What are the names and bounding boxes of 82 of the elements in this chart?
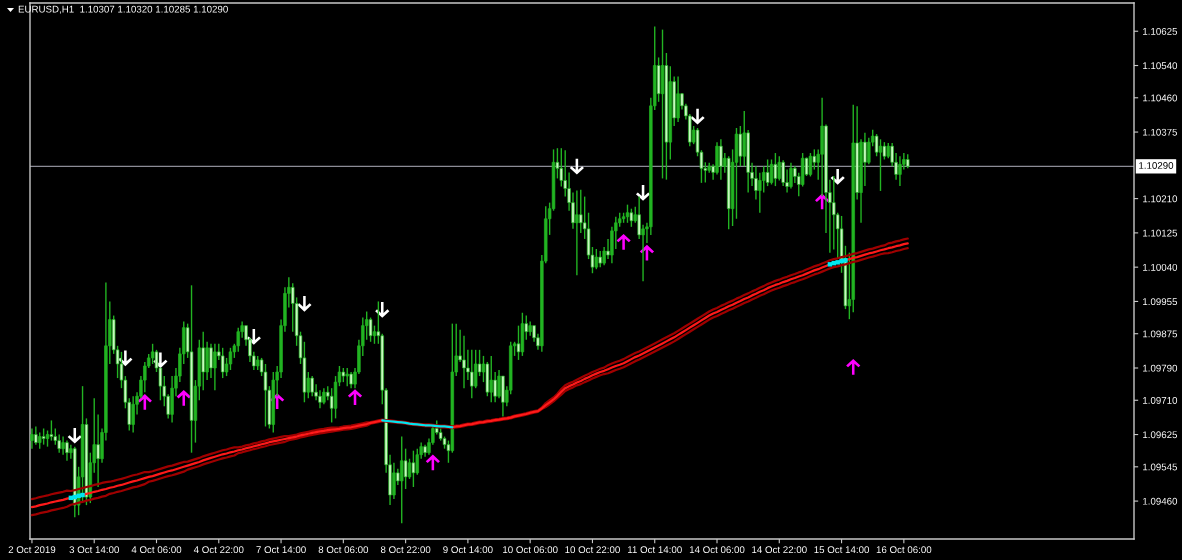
y-tick-label: 1.09710 (1143, 397, 1178, 404)
x-tick-label: 14 Oct 22:00 (752, 546, 807, 554)
x-tick-label: 7 Oct 14:00 (256, 546, 306, 554)
x-tick-label: 4 Oct 06:00 (131, 546, 182, 554)
candlestick (310, 375, 314, 397)
y-tick-label: 1.09955 (1143, 298, 1178, 306)
candlestick (411, 449, 416, 488)
x-tick-label: 8 Oct 22:00 (380, 546, 431, 554)
candlestick (878, 138, 883, 192)
candlestick (489, 355, 493, 403)
candlestick (516, 324, 521, 361)
point (616, 233, 631, 250)
candlestick (719, 138, 723, 181)
candlestick (773, 152, 778, 187)
candlestick (470, 349, 474, 399)
point (176, 390, 191, 406)
point (690, 108, 705, 125)
candlestick (559, 147, 564, 188)
candlestick (473, 349, 478, 389)
y-tick-label: 1.09460 (1143, 497, 1178, 505)
x-tick-label: 10 Oct 22:00 (565, 546, 620, 554)
candlestick (392, 462, 396, 500)
point (375, 302, 390, 318)
x-tick-label: 8 Oct 06:00 (318, 546, 369, 554)
point (425, 454, 440, 471)
y-tick-label: 1.09625 (1143, 431, 1178, 439)
candlestick (345, 367, 349, 387)
y-tick-label: 1.10125 (1143, 229, 1178, 237)
x-tick-label: 2 Oct 2019 (8, 546, 56, 554)
point (846, 358, 861, 375)
y-tick-label: 1.10460 (1143, 94, 1178, 102)
x-tick-label: 16 Oct 06:00 (876, 546, 932, 554)
candlestick (220, 347, 225, 379)
y-tick-label: 1.10040 (1143, 263, 1178, 271)
point (137, 394, 152, 410)
y-tick-label: 1.09875 (1143, 330, 1178, 338)
x-tick-label: 11 Oct 14:00 (628, 546, 682, 554)
candlestick (49, 419, 54, 442)
candlestick (34, 425, 38, 446)
candlestick (61, 435, 65, 456)
point (80, 492, 85, 498)
point (835, 260, 840, 265)
candlestick (96, 413, 100, 488)
candlestick (400, 435, 404, 524)
y-tick-label: 1.09545 (1143, 463, 1178, 471)
point (843, 258, 848, 263)
x-tick-label: 10 Oct 06:00 (503, 546, 558, 554)
y-tick-label: 1.10210 (1143, 195, 1178, 203)
point (347, 389, 363, 405)
y-tick-label: 1.10540 (1143, 62, 1178, 70)
candlestick (789, 162, 793, 190)
chart-title: EURUSD,H1 1.10307 1.10320 1.10285 1.10290 (18, 5, 228, 14)
candlestick (131, 395, 135, 434)
candlestick (898, 155, 902, 187)
x-tick-label: 14 Oct 06:00 (689, 546, 745, 554)
point (67, 427, 82, 444)
point (297, 296, 312, 312)
x-tick-label: 9 Oct 14:00 (443, 546, 493, 554)
candlestick (625, 203, 630, 224)
candlestick (150, 343, 155, 365)
y-tick-label: 1.10375 (1143, 128, 1178, 136)
candlestick (808, 152, 813, 178)
x-tick-label: 15 Oct 14:00 (814, 546, 870, 554)
candlestick (777, 155, 781, 182)
ref-line-label: 1.10290 (1139, 162, 1174, 169)
candlestick (403, 447, 408, 490)
candlestick (368, 316, 373, 343)
candlestick (765, 158, 770, 187)
candlestick (497, 369, 501, 399)
y-tick-label: 1.09790 (1143, 364, 1178, 372)
x-tick-label: 3 Oct 14:00 (69, 546, 119, 554)
candlestick (65, 439, 69, 462)
candlestick (213, 343, 217, 391)
x-tick-label: 4 Oct 22:00 (193, 546, 244, 554)
point (830, 168, 845, 185)
y-tick-label: 1.10625 (1143, 27, 1178, 35)
point (827, 262, 833, 267)
point (118, 350, 133, 367)
candlestick (30, 427, 34, 450)
candlestick (738, 125, 743, 168)
candlestick (812, 148, 817, 171)
candlestick (575, 189, 579, 276)
